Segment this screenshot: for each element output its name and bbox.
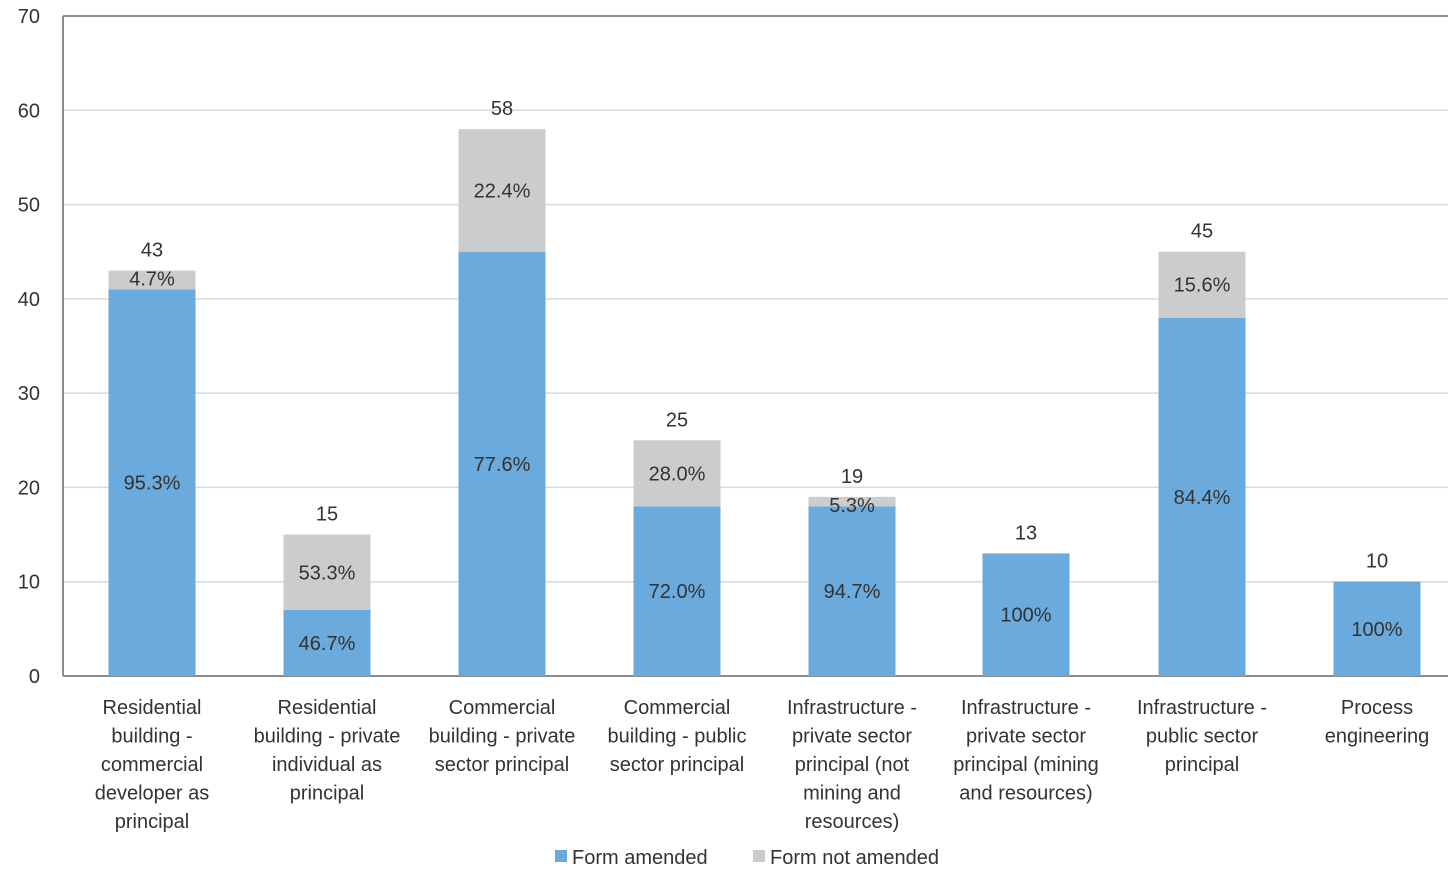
category-label: Infrastructure -private sector principal … [953,697,1099,805]
bars [109,129,1421,676]
data-label-amended: 84.4% [1174,487,1231,509]
data-label-amended: 46.7% [299,633,356,655]
y-tick-label: 40 [18,289,40,311]
data-label-amended: 94.7% [824,581,881,603]
data-label-not-amended: 4.7% [129,269,175,291]
bar-total-label: 43 [141,240,163,262]
y-tick-label: 30 [18,383,40,405]
data-label-not-amended: 22.4% [474,180,531,202]
data-label-amended: 72.0% [649,581,706,603]
data-label-not-amended: 53.3% [299,562,356,584]
legend: Form amended Form not amended [555,847,939,869]
y-tick-label: 10 [18,572,40,594]
category-labels: Residential building -commercial developer… [95,697,1430,833]
category-label: Commercial building - private sector princ… [429,697,576,776]
category-label: Commercial building - public sector princi… [608,697,747,776]
category-label: Residential building - private individual … [254,697,401,805]
category-label: Process engineering [1325,697,1430,748]
bar-total-label: 19 [841,466,863,488]
bar-total-label: 45 [1191,221,1213,243]
bar-total-label: 15 [316,504,338,526]
data-label-not-amended: 15.6% [1174,275,1231,297]
data-label-amended: 100% [1000,605,1051,627]
bar-total-label: 58 [491,98,513,120]
data-label-not-amended: 28.0% [649,463,706,485]
legend-swatch-amended [555,850,567,862]
bar-total-label: 13 [1015,522,1037,544]
y-tick-label: 50 [18,195,40,217]
data-label-amended: 100% [1351,619,1402,641]
y-tick-label: 70 [18,6,40,28]
legend-label-amended: Form amended [572,847,708,869]
data-label-not-amended: 5.3% [829,495,875,517]
y-tick-label: 20 [18,477,40,499]
legend-label-not-amended: Form not amended [770,847,939,869]
data-label-amended: 95.3% [124,473,181,495]
bar-total-label: 25 [666,409,688,431]
data-label-amended: 77.6% [474,454,531,476]
legend-swatch-not-amended [753,850,765,862]
y-tick-label: 60 [18,100,40,122]
category-label: Infrastructure -public sector principal [1137,697,1267,776]
category-label: Infrastructure -private sector principal … [787,697,917,833]
y-tick-label: 0 [29,666,40,688]
category-label: Residential building -commercial developer… [95,697,210,833]
bar-total-label: 10 [1366,551,1388,573]
